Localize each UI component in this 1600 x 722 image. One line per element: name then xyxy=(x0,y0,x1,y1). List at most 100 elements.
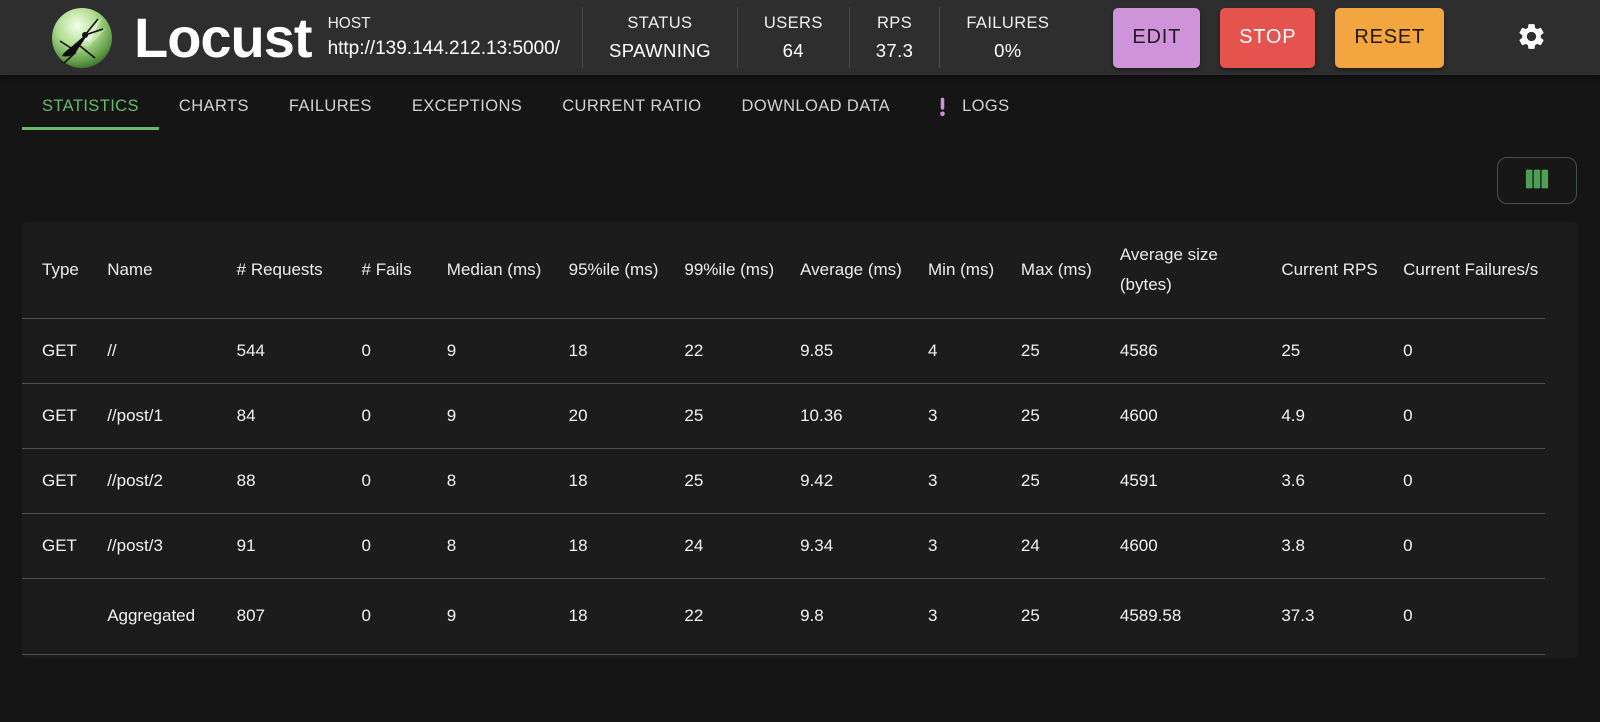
table-cell: 3 xyxy=(922,578,1015,655)
stat-users: USERS 64 xyxy=(738,0,849,75)
table-cell: 18 xyxy=(562,513,679,579)
tab-download-data[interactable]: DOWNLOAD DATA xyxy=(722,85,911,130)
tab-label: CHARTS xyxy=(178,96,249,115)
table-cell: 0 xyxy=(355,383,441,449)
tab-label: STATISTICS xyxy=(42,96,139,115)
stat-label: STATUS xyxy=(627,13,693,32)
table-cell: 25 xyxy=(1014,448,1114,514)
table-cell: 91 xyxy=(230,513,356,579)
table-cell: 9.34 xyxy=(794,513,923,579)
tab-statistics[interactable]: STATISTICS xyxy=(22,85,159,130)
stat-value: SPAWNING xyxy=(609,39,711,61)
reset-button[interactable]: RESET xyxy=(1335,7,1445,68)
tab-label: CURRENT RATIO xyxy=(562,96,702,115)
table-row: GET//post/3 91 0 8 18 24 9.34 3 24 4600 3.8 0 xyxy=(22,513,1545,579)
table-row: Aggregated 807 0 9 18 22 9.8 3 25 4589.58 37.3 0 xyxy=(22,578,1545,655)
host-info: HOST http://139.144.212.13:5000/ xyxy=(328,15,560,60)
stop-button[interactable]: STOP xyxy=(1220,7,1316,68)
table-cell: 9.85 xyxy=(794,318,923,384)
table-body: GET//544 0 9 18 22 9.85 4 25 4586 25 0 GET//post/1 8… xyxy=(22,318,1545,655)
table-cell: 4 xyxy=(922,318,1015,384)
host-label: HOST xyxy=(327,15,371,32)
column-header-99-ile-ms: 99%ile (ms) xyxy=(678,222,795,319)
column-header-95-ile-ms: 95%ile (ms) xyxy=(562,222,679,319)
tab-label: DOWNLOAD DATA xyxy=(741,96,891,115)
locust-logo-icon xyxy=(50,6,114,70)
statistics-table-panel: Type Name # Requests # Fails Median (ms) 95%i… xyxy=(22,222,1578,658)
table-cell: 88 xyxy=(230,448,356,514)
table-cell: GET xyxy=(22,513,102,579)
app-title: Locust xyxy=(134,5,313,69)
priority-high-icon xyxy=(930,94,955,119)
table-cell: //post/1 xyxy=(101,383,231,449)
column-header-average-size-bytes: Average size (bytes) xyxy=(1113,222,1276,319)
header-divider xyxy=(848,7,850,68)
tab-label: EXCEPTIONS xyxy=(411,96,523,115)
stat-label: RPS xyxy=(876,13,913,32)
column-header-current-failures-s: Current Failures/s xyxy=(1397,222,1545,319)
column-header-min-ms: Min (ms) xyxy=(922,222,1015,319)
table-cell: 9 xyxy=(440,578,563,655)
table-cell: 9 xyxy=(440,318,563,384)
table-cell: 0 xyxy=(1397,383,1545,449)
tab-current-ratio[interactable]: CURRENT RATIO xyxy=(542,85,721,130)
table-cell: 0 xyxy=(1397,578,1545,655)
table-cell: 4600 xyxy=(1113,383,1276,449)
column-header-requests: # Requests xyxy=(230,222,356,319)
table-cell: 0 xyxy=(355,513,441,579)
tab-logs[interactable]: LOGS xyxy=(910,85,1029,130)
table-cell: 0 xyxy=(1397,448,1545,514)
tab-failures[interactable]: FAILURES xyxy=(269,85,392,130)
table-cell: 20 xyxy=(562,383,679,449)
column-header-type: Type xyxy=(22,222,102,319)
table-cell: 3 xyxy=(922,448,1015,514)
table-cell: 4591 xyxy=(1113,448,1276,514)
table-cell: // xyxy=(101,318,231,384)
stat-value: 0% xyxy=(994,39,1022,61)
tab-exceptions[interactable]: EXCEPTIONS xyxy=(392,85,542,130)
column-selector-button[interactable] xyxy=(1497,157,1577,204)
table-cell: GET xyxy=(22,383,102,449)
stat-label: USERS xyxy=(763,13,823,32)
view-columns-icon xyxy=(1523,165,1551,196)
table-cell: 807 xyxy=(230,578,356,655)
header-divider xyxy=(736,7,738,68)
column-header-fails: # Fails xyxy=(355,222,441,319)
table-cell: 0 xyxy=(1397,513,1545,579)
tab-bar: STATISTICS CHARTS FAILURES EXCEPTIONS xyxy=(22,85,1600,130)
table-cell: 4600 xyxy=(1113,513,1276,579)
table-cell: 10.36 xyxy=(794,383,923,449)
table-row: GET//post/1 84 0 9 20 25 10.36 3 25 4600 4.9 0 xyxy=(22,383,1545,449)
column-header-average-ms: Average (ms) xyxy=(794,222,923,319)
app-header: Locust HOST http://139.144.212.13:5000/ … xyxy=(0,0,1600,75)
table-cell: 4586 xyxy=(1113,318,1276,384)
table-cell: GET xyxy=(22,318,102,384)
table-cell: 3.8 xyxy=(1275,513,1398,579)
table-cell: 22 xyxy=(678,318,795,384)
table-cell: 24 xyxy=(678,513,795,579)
table-cell: 0 xyxy=(355,318,441,384)
settings-button[interactable] xyxy=(1516,16,1547,60)
table-cell: 0 xyxy=(1397,318,1545,384)
gear-icon xyxy=(1516,21,1547,55)
table-cell: 18 xyxy=(562,448,679,514)
table-cell: //post/3 xyxy=(101,513,231,579)
header-actions: EDIT STOP RESET xyxy=(1113,7,1445,68)
table-cell xyxy=(22,578,102,655)
column-header-max-ms: Max (ms) xyxy=(1014,222,1114,319)
tab-label: FAILURES xyxy=(288,96,372,115)
table-cell: 25 xyxy=(678,383,795,449)
table-cell: 25 xyxy=(1014,318,1114,384)
table-cell: 9.8 xyxy=(794,578,923,655)
edit-button[interactable]: EDIT xyxy=(1113,7,1201,68)
column-header-median-ms: Median (ms) xyxy=(440,222,563,319)
table-cell: 9.42 xyxy=(794,448,923,514)
table-row: GET//post/2 88 0 8 18 25 9.42 3 25 4591 3.6 0 xyxy=(22,448,1545,514)
header-divider xyxy=(939,7,941,68)
table-cell: 8 xyxy=(440,448,563,514)
tab-charts[interactable]: CHARTS xyxy=(159,85,269,130)
table-cell: 0 xyxy=(355,578,441,655)
table-cell: 3.6 xyxy=(1275,448,1398,514)
table-cell: 18 xyxy=(562,318,679,384)
header-stats: STATUS SPAWNING USERS 64 RPS 37.3 FAILUR… xyxy=(582,0,1075,75)
